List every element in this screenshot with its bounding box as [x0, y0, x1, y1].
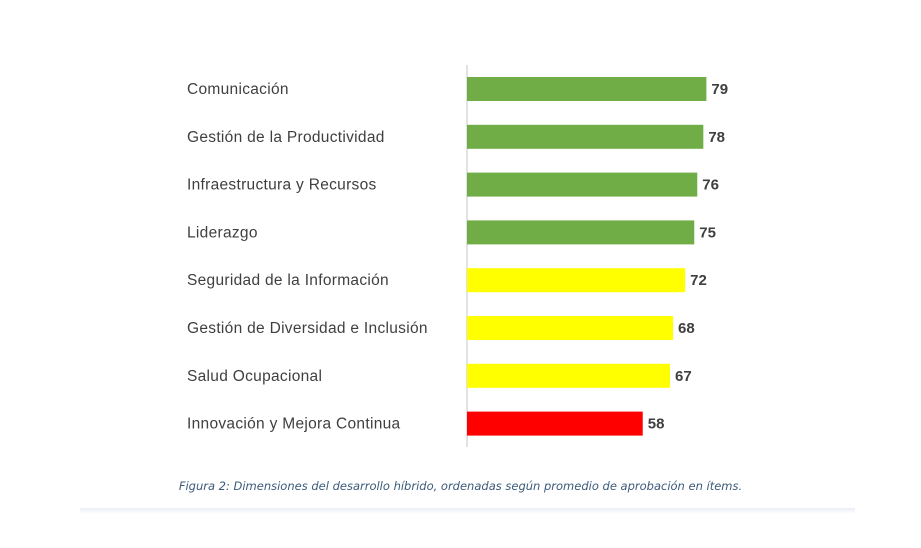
- category-label: Liderazgo: [187, 224, 258, 241]
- category-label: Comunicación: [187, 81, 289, 98]
- bar: [467, 77, 707, 101]
- bar: [467, 363, 671, 388]
- category-labels: Comunicación Gestión de la Productividad I…: [187, 81, 428, 433]
- category-label: Innovación y Mejora Continua: [187, 416, 401, 433]
- bar: [467, 172, 698, 197]
- category-label: Gestión de Diversidad e Inclusión: [187, 320, 428, 337]
- category-label: Seguridad de la Información: [187, 272, 389, 289]
- data-label: 68: [678, 320, 695, 337]
- bar: [467, 268, 686, 293]
- data-label: 79: [711, 81, 728, 98]
- data-label: 67: [675, 368, 692, 385]
- bar-chart: Comunicación Gestión de la Productividad I…: [187, 65, 728, 447]
- data-label: 58: [648, 416, 665, 433]
- bar: [467, 220, 695, 245]
- caption-divider: [80, 508, 855, 514]
- category-label: Infraestructura y Recursos: [187, 177, 377, 194]
- data-labels: 79 78 76 75 72 68 67 58: [648, 81, 728, 433]
- bar: [467, 316, 674, 340]
- category-label: Salud Ocupacional: [187, 368, 322, 385]
- bar: [467, 124, 704, 149]
- category-label: Gestión de la Productividad: [187, 129, 385, 146]
- data-label: 78: [708, 129, 725, 146]
- bars: [467, 77, 707, 436]
- figure-caption: Figura 2: Dimensiones del desarrollo híb…: [178, 479, 743, 493]
- data-label: 72: [690, 272, 707, 289]
- data-label: 75: [699, 224, 716, 241]
- data-label: 76: [702, 177, 719, 194]
- bar: [467, 411, 643, 436]
